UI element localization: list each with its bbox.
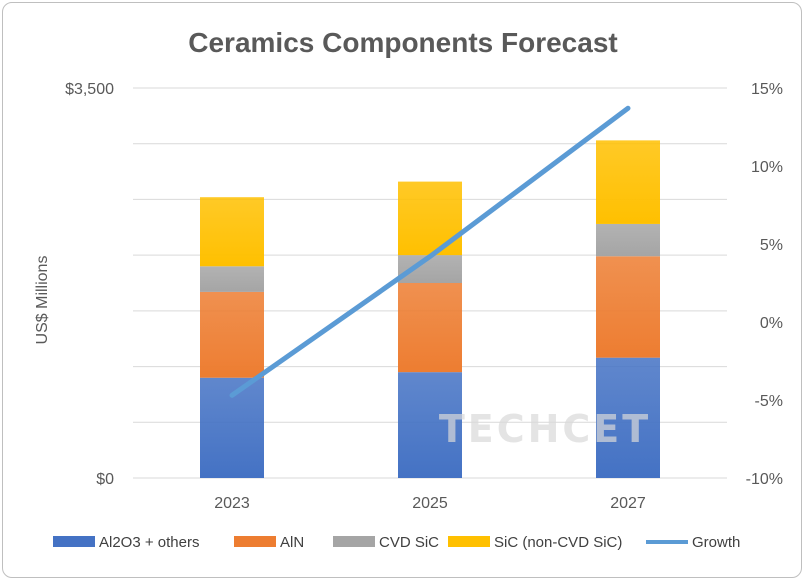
- bar-segment: [200, 266, 264, 292]
- right-axis-ticks: -10% -5% 0% 5% 10% 15%: [746, 81, 783, 488]
- legend-label: SiC (non-CVD SiC): [494, 534, 622, 551]
- legend-label: CVD SiC: [379, 534, 439, 551]
- bar-segment: [596, 357, 660, 478]
- growth-line: [229, 105, 631, 398]
- watermark: TECHCET: [439, 407, 651, 451]
- bar-segment: [398, 283, 462, 373]
- bar-segment: [596, 256, 660, 358]
- right-tick-label: 0%: [760, 315, 783, 332]
- right-tick-label: -10%: [746, 471, 783, 488]
- legend-swatch: [234, 536, 276, 547]
- bar-segment: [200, 197, 264, 267]
- right-tick-label: 15%: [751, 81, 783, 98]
- bar-segment: [596, 223, 660, 257]
- right-tick-label: 10%: [751, 159, 783, 176]
- right-tick-label: -5%: [755, 393, 783, 410]
- x-tick-label: 2023: [214, 495, 250, 512]
- legend-label: AlN: [280, 534, 304, 551]
- x-axis-ticks: 2023 2025 2027: [214, 495, 646, 512]
- right-tick-label: 5%: [760, 237, 783, 254]
- bar-segment: [596, 140, 660, 224]
- x-tick-label: 2027: [610, 495, 646, 512]
- legend-swatch: [53, 536, 95, 547]
- bar-segment: [200, 291, 264, 378]
- left-tick-label: $0: [96, 471, 114, 488]
- left-tick-label: $3,500: [65, 81, 114, 98]
- bar-segment: [398, 181, 462, 256]
- legend: Al2O3 + others AlN CVD SiC SiC (non-CVD SiC…: [53, 534, 740, 551]
- y-axis-title: US$ Millions: [34, 256, 51, 345]
- legend-label: Growth: [692, 534, 740, 551]
- legend-swatch: [333, 536, 375, 547]
- bar-segment: [398, 372, 462, 478]
- x-tick-label: 2025: [412, 495, 448, 512]
- legend-label: Al2O3 + others: [99, 534, 199, 551]
- growth-series-line: [229, 105, 631, 398]
- legend-swatch: [448, 536, 490, 547]
- chart-title: Ceramics Components Forecast: [188, 27, 617, 58]
- left-axis-ticks: $0 $3,500: [65, 81, 114, 488]
